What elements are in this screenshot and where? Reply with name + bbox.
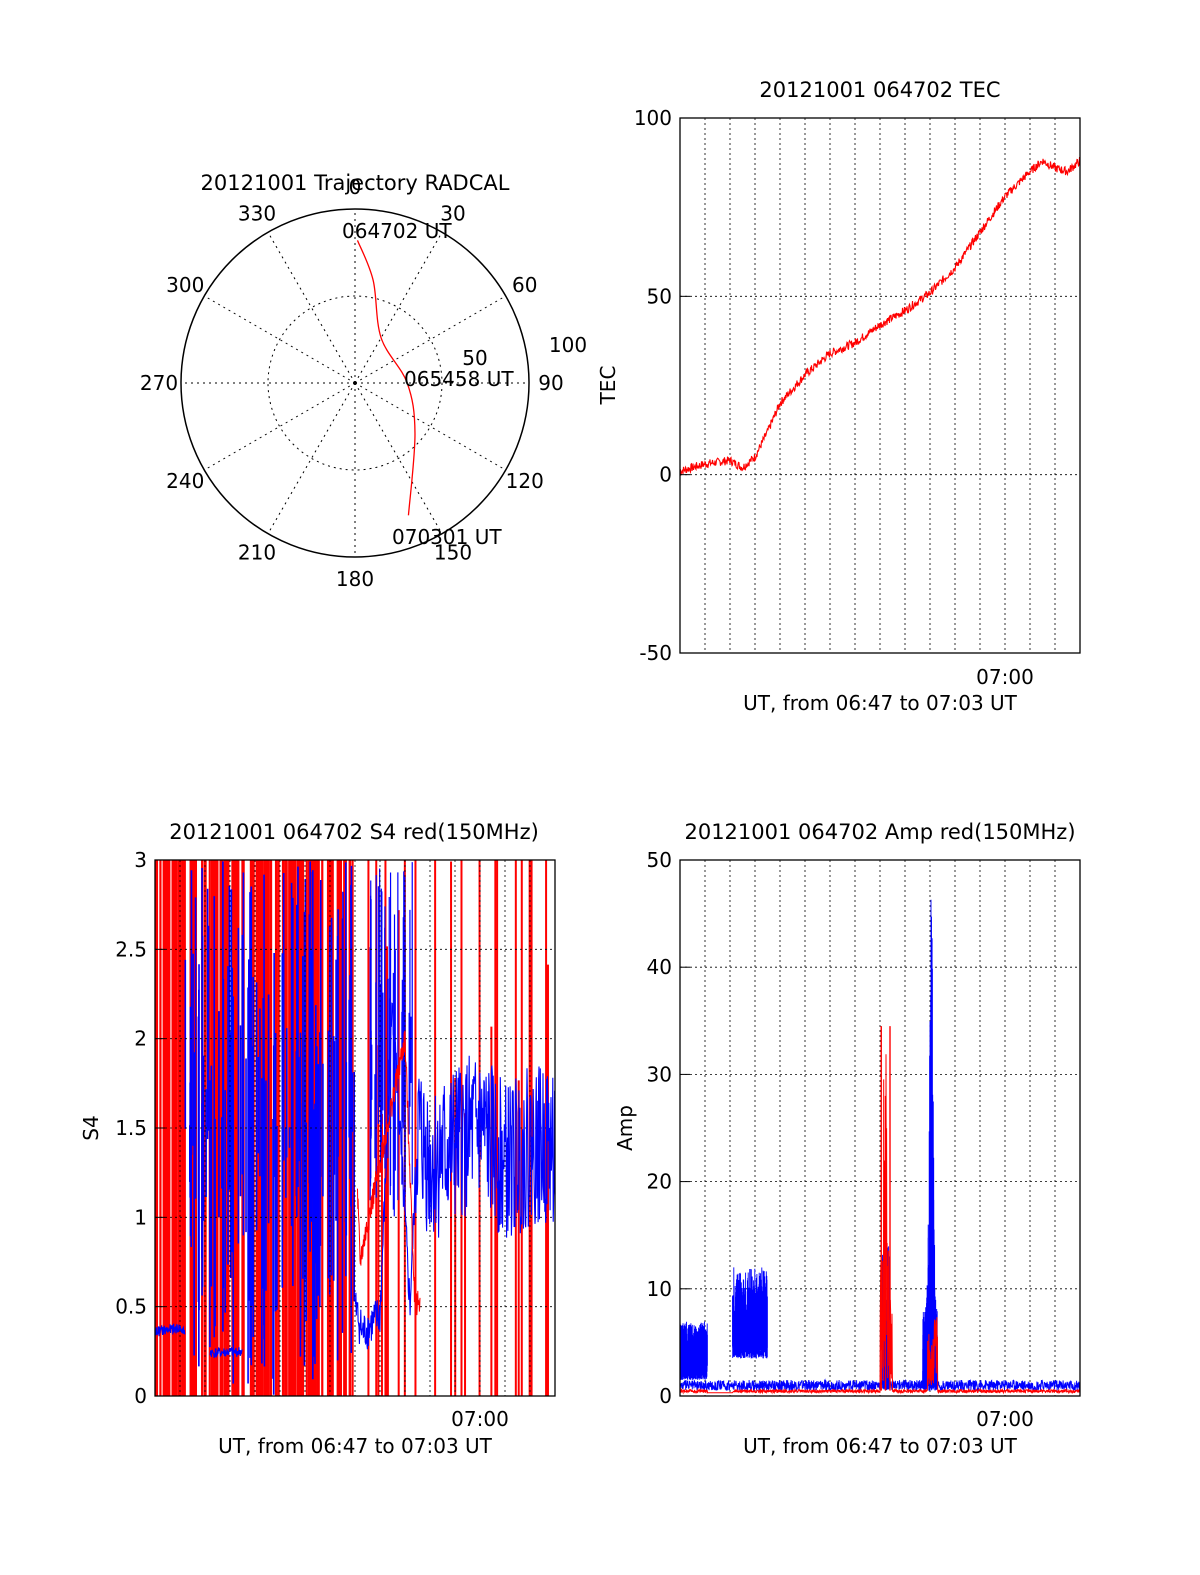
tec-panel: 20121001 064702 TEC 100 50 0 -50 07:00 UT, … [596, 78, 1081, 715]
amp-blue-band [922, 899, 938, 1391]
tec-xlabel: UT, from 06:47 to 07:03 UT [743, 691, 1018, 715]
y-tick-label: 50 [647, 848, 672, 872]
polar-title: 20121001 Trajectory RADCAL [201, 171, 510, 195]
polar-spoke [267, 382, 356, 534]
polar-panel: 20121001 Trajectory RADCAL 0 30 60 90 120 150… [140, 171, 587, 591]
polar-inner-ring [267, 295, 443, 471]
y-tick-label: 1.5 [115, 1116, 147, 1140]
s4-panel: 20121001 064702 S4 red(150MHz) 3 2.5 2 1.5 1… [79, 820, 556, 1458]
tec-ylabel: TEC [596, 366, 620, 406]
polar-spoke [267, 232, 356, 384]
y-tick-label: 2.5 [115, 937, 147, 961]
s4-title: 20121001 064702 S4 red(150MHz) [169, 820, 539, 844]
amp-blue-band [732, 1267, 768, 1359]
y-tick-label: 0 [659, 463, 672, 487]
s4-blue-line [154, 1002, 556, 1359]
amp-series [679, 899, 1081, 1395]
polar-spoke [204, 382, 356, 471]
polar-spoke [354, 232, 443, 384]
tec-frame [679, 117, 1081, 654]
y-tick-label: 0.5 [115, 1295, 147, 1319]
s4-red-line [357, 1030, 421, 1319]
polar-angle-label: 240 [166, 469, 204, 493]
polar-radial-label: 100 [549, 333, 587, 357]
y-tick-label: 40 [647, 955, 672, 979]
polar-grid [180, 208, 530, 558]
tec-grid [680, 118, 1080, 653]
amp-red-line [679, 1054, 1081, 1395]
polar-angle-label: 330 [238, 201, 276, 225]
s4-xlabel: UT, from 06:47 to 07:03 UT [218, 1434, 493, 1458]
polar-spoke [354, 382, 443, 534]
amp-panel: 20121001 064702 Amp red(150MHz) 50 40 30 20… [613, 820, 1081, 1458]
y-tick-label: 0 [134, 1384, 147, 1408]
polar-angle-label: 60 [512, 273, 537, 297]
s4-grid [155, 860, 555, 1396]
tec-x-tick-0700: 07:00 [976, 665, 1034, 689]
tec-line [679, 157, 1081, 477]
annotation-start: 064702 UT [342, 219, 452, 243]
y-tick-label: 0 [659, 1384, 672, 1408]
y-tick-label: 50 [647, 284, 672, 308]
tec-y-ticks: 100 50 0 -50 [634, 106, 690, 665]
y-tick-label: 20 [647, 1170, 672, 1194]
polar-outer-ring [180, 208, 530, 558]
polar-angle-label: 0 [349, 175, 362, 199]
y-tick-label: 30 [647, 1062, 672, 1086]
amp-y-ticks: 50 40 30 20 10 0 [647, 848, 690, 1408]
y-tick-label: 1 [134, 1205, 147, 1229]
tec-series [679, 157, 1081, 477]
amp-frame [679, 859, 1081, 1397]
amp-blue-band [679, 1321, 708, 1380]
polar-angle-labels: 0 30 60 90 120 150 180 210 240 270 300 330 [140, 175, 564, 591]
s4-series [154, 1002, 556, 1359]
s4-ylabel: S4 [79, 1115, 103, 1140]
polar-spoke [354, 295, 506, 384]
polar-angle-label: 300 [166, 273, 204, 297]
trajectory-line [356, 240, 416, 516]
polar-angle-label: 210 [238, 541, 276, 565]
s4-y-ticks: 3 2.5 2 1.5 1 0.5 0 [115, 848, 165, 1408]
amp-xlabel: UT, from 06:47 to 07:03 UT [743, 1434, 1018, 1458]
annotation-end: 070301 UT [392, 525, 502, 549]
polar-angle-label: 90 [538, 371, 563, 395]
y-tick-label: 10 [647, 1277, 672, 1301]
polar-angle-label: 270 [140, 371, 178, 395]
tec-title: 20121001 064702 TEC [759, 78, 1000, 102]
polar-spoke [204, 295, 356, 384]
amp-x-tick-0700: 07:00 [976, 1407, 1034, 1431]
s4-x-tick-0700: 07:00 [451, 1407, 509, 1431]
annotation-mid: 065458 UT [404, 367, 514, 391]
polar-angle-label: 150 [434, 541, 472, 565]
s4-noise-blue [184, 861, 413, 1395]
polar-angle-label: 120 [506, 469, 544, 493]
y-tick-label: -50 [639, 641, 672, 665]
polar-angle-label: 180 [336, 567, 374, 591]
polar-spoke [354, 382, 506, 471]
polar-radial-labels: 50 100 [462, 333, 587, 370]
amp-title: 20121001 064702 Amp red(150MHz) [684, 820, 1075, 844]
polar-angle-label: 30 [440, 201, 465, 225]
polar-radial-label: 50 [462, 346, 487, 370]
amp-ylabel: Amp [613, 1105, 637, 1151]
y-tick-label: 100 [634, 106, 672, 130]
y-tick-label: 3 [134, 848, 147, 872]
y-tick-label: 2 [134, 1027, 147, 1051]
